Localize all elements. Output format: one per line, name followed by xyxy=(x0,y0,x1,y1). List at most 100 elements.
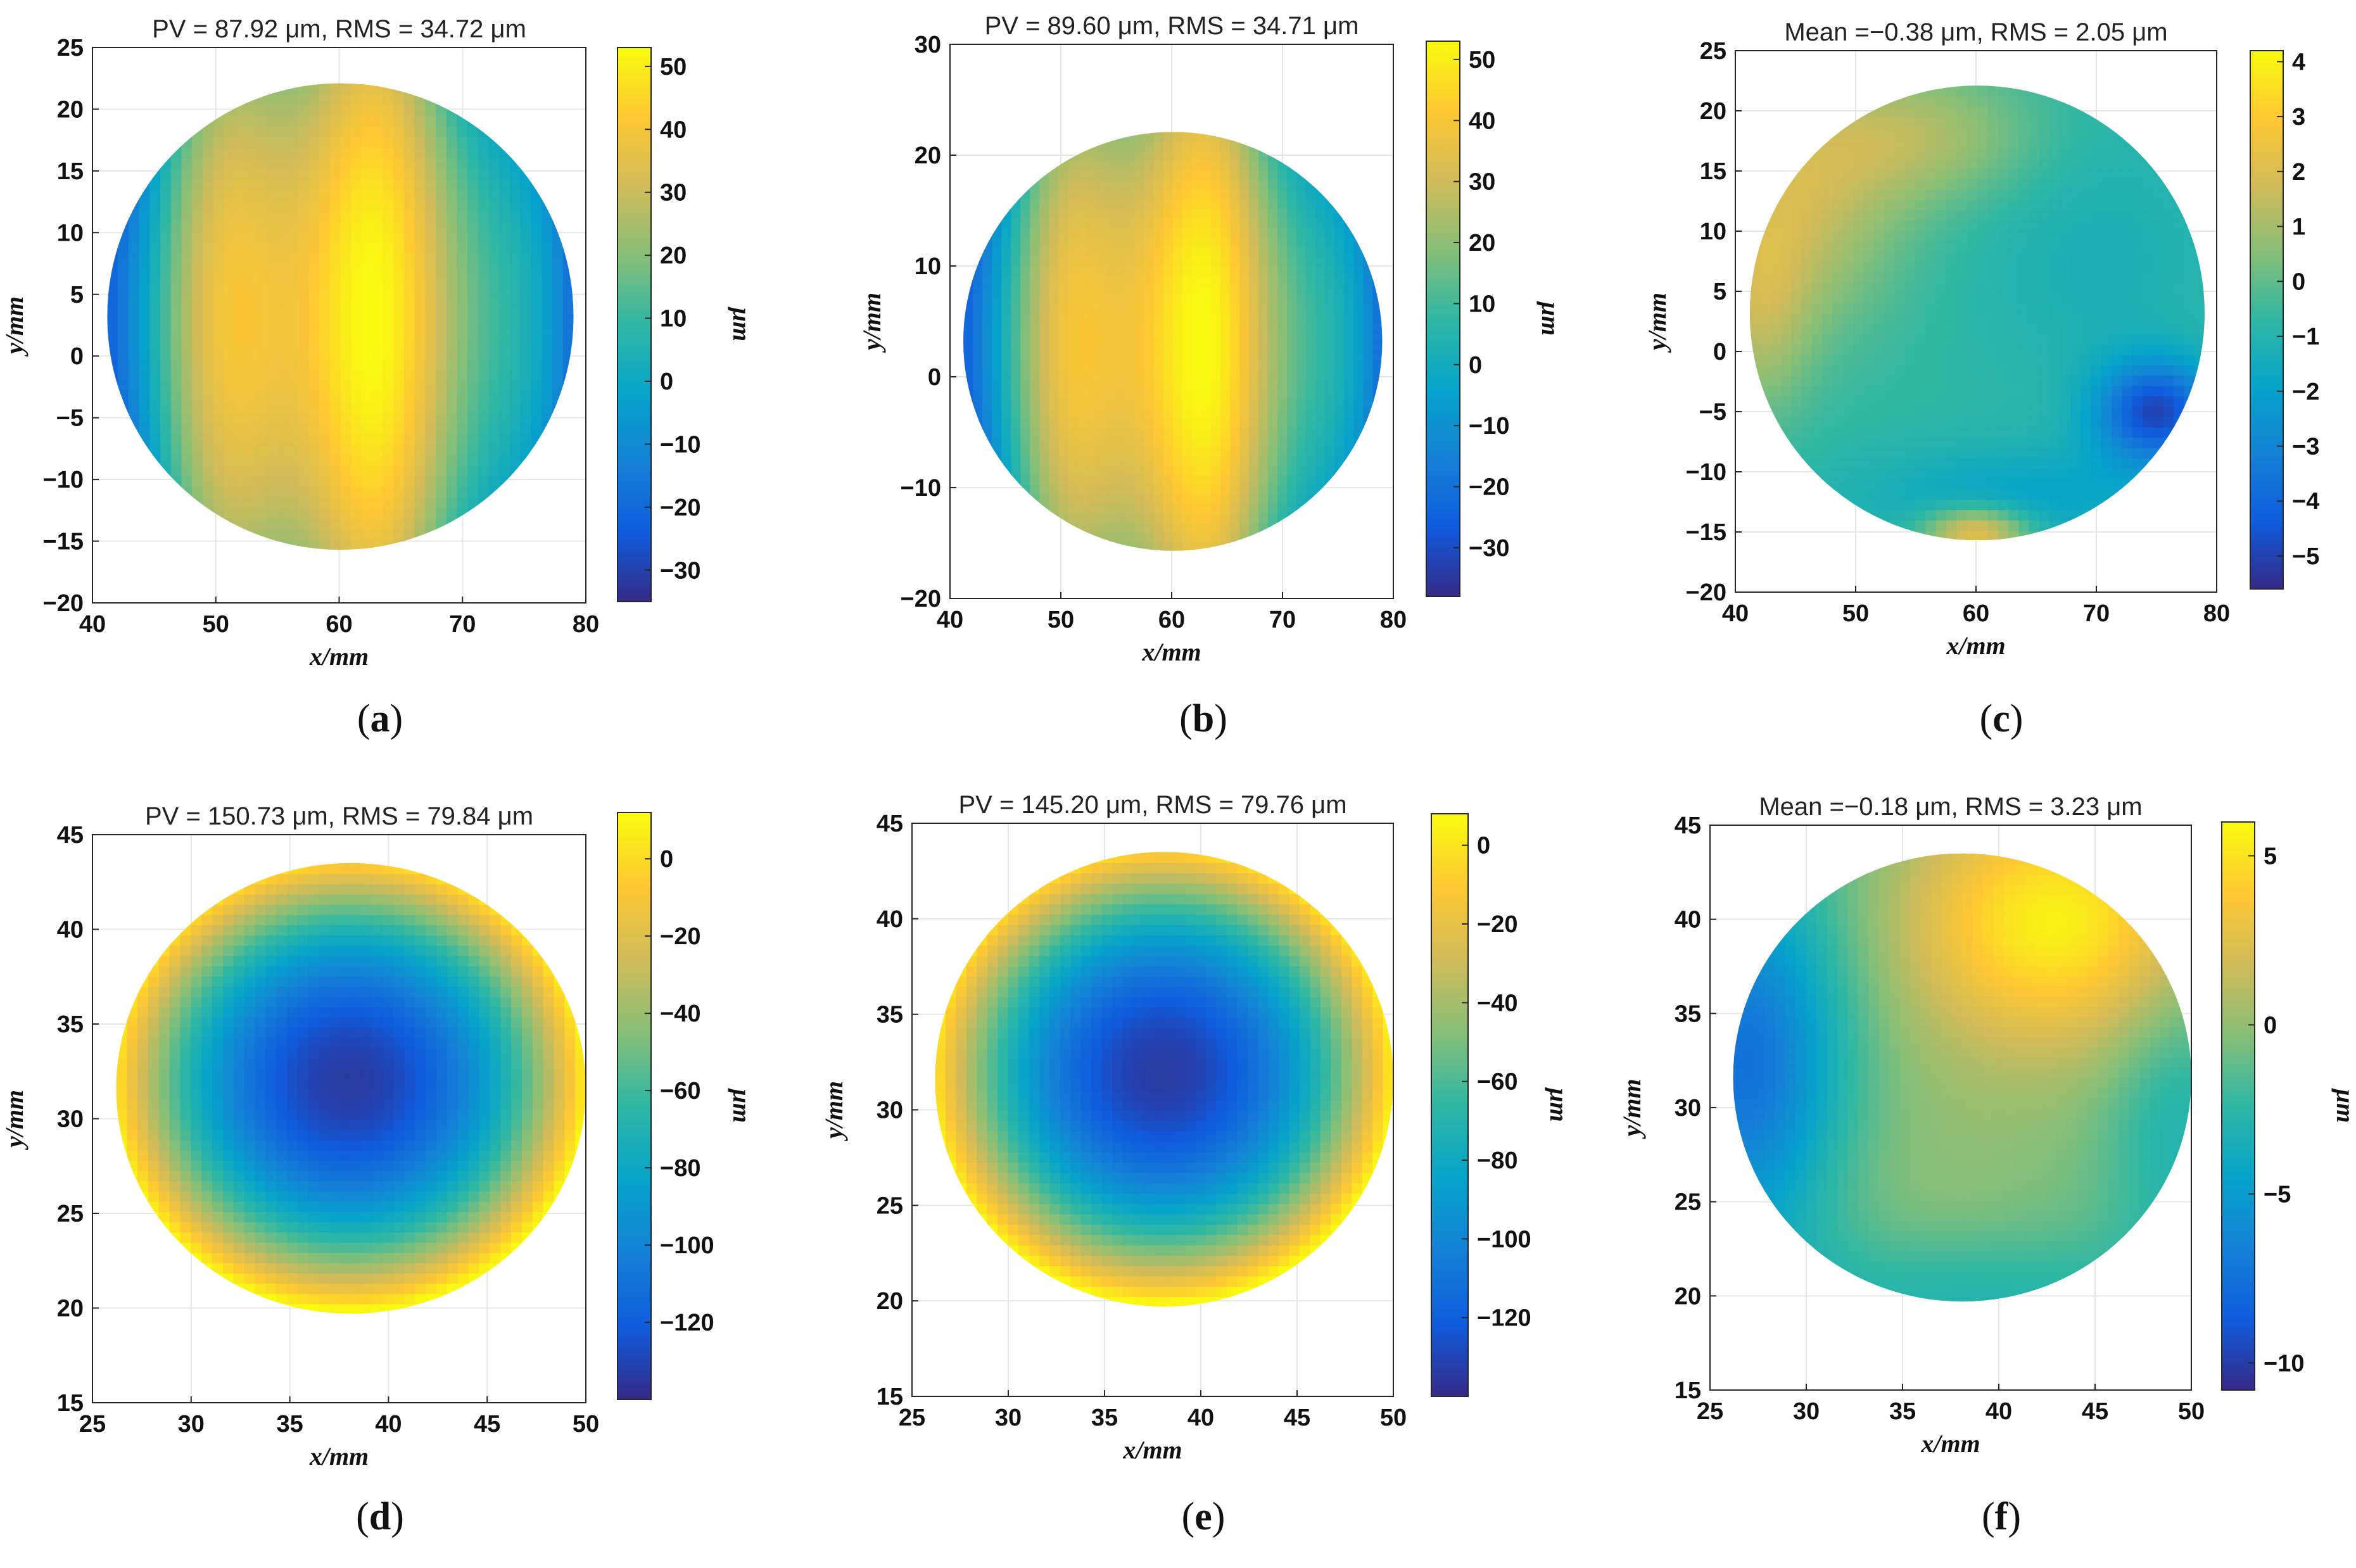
heat-cell xyxy=(1049,493,1060,504)
heat-cell xyxy=(446,327,458,339)
heat-cell xyxy=(488,391,500,402)
heat-cell xyxy=(372,358,384,370)
heat-cell xyxy=(308,83,320,95)
heat-cell xyxy=(1153,503,1164,514)
heat-cell xyxy=(1258,455,1269,466)
heat-cell xyxy=(351,94,363,106)
heat-cell xyxy=(139,253,151,265)
heat-cell xyxy=(234,486,246,498)
heat-cell xyxy=(1277,189,1288,199)
heat-cell xyxy=(298,146,310,158)
heat-cell xyxy=(298,210,310,222)
heat-cell xyxy=(1863,478,1875,490)
heat-cell xyxy=(457,210,469,222)
heat-cell xyxy=(1210,198,1222,209)
heat-cell xyxy=(1268,160,1279,171)
heat-cell xyxy=(1925,240,1937,252)
heat-cell xyxy=(1096,198,1107,209)
heat-cell xyxy=(1144,151,1155,161)
heat-cell xyxy=(467,231,479,243)
heat-cell xyxy=(1163,389,1174,400)
heat-cell xyxy=(118,306,130,318)
panel-caption: (b) xyxy=(1179,697,1227,740)
heat-cell xyxy=(1344,265,1355,275)
heat-cell xyxy=(1853,282,1865,293)
heat-cell xyxy=(372,443,384,455)
heat-cell xyxy=(1182,446,1193,457)
heat-cell xyxy=(1884,488,1896,500)
heat-cell xyxy=(1258,160,1269,171)
heat-cell xyxy=(1201,351,1212,362)
heat-cell xyxy=(213,231,225,243)
heat-cell xyxy=(1884,426,1896,438)
heat-cell xyxy=(181,465,193,477)
heat-cell xyxy=(457,486,469,498)
heat-cell xyxy=(520,189,532,201)
heat-cell xyxy=(1334,227,1345,237)
heat-cell xyxy=(319,348,331,360)
heat-cell xyxy=(1115,398,1126,409)
heat-cell xyxy=(1163,331,1174,343)
heat-cell xyxy=(308,189,320,201)
heat-cell xyxy=(1853,447,1865,458)
heat-cell xyxy=(1115,170,1126,180)
heat-cell xyxy=(1863,406,1875,417)
heat-cell xyxy=(457,179,469,191)
heat-cell xyxy=(403,125,415,137)
heat-cell xyxy=(1077,265,1088,275)
heat-cell xyxy=(1077,484,1088,495)
heat-cell xyxy=(1182,503,1193,514)
heat-cell xyxy=(1191,132,1203,142)
heat-cell xyxy=(192,136,204,148)
heat-cell xyxy=(1325,360,1336,371)
heat-cell xyxy=(403,517,415,529)
heat-cell xyxy=(1115,322,1126,333)
heat-cell xyxy=(213,263,225,275)
heat-cell xyxy=(414,104,426,116)
heat-cell xyxy=(1191,179,1203,190)
heat-cell xyxy=(192,380,204,392)
heat-cell xyxy=(308,253,320,265)
heat-cell xyxy=(1894,220,1906,231)
heat-cell xyxy=(1182,160,1193,171)
heat-cell xyxy=(982,370,993,381)
heat-cell xyxy=(1842,302,1854,314)
heat-cell xyxy=(1315,398,1326,409)
heat-cell xyxy=(478,189,490,201)
heat-cell xyxy=(1220,322,1231,333)
heat-cell xyxy=(372,221,384,233)
heat-cell xyxy=(1134,417,1145,428)
heat-cell xyxy=(1258,284,1269,295)
heat-cell xyxy=(1770,354,1782,366)
heat-cell xyxy=(1229,408,1241,419)
heat-cell xyxy=(1220,331,1231,343)
heat-cell xyxy=(1791,437,1802,448)
heat-cell xyxy=(1904,158,1916,169)
heat-cell xyxy=(1296,236,1307,247)
heat-cell xyxy=(1770,261,1782,273)
heat-cell xyxy=(1153,208,1164,218)
heat-cell xyxy=(1863,292,1875,304)
heat-cell xyxy=(1030,446,1041,457)
heat-cell xyxy=(425,263,437,275)
heat-cell xyxy=(1249,360,1260,371)
heat-cell xyxy=(510,369,522,381)
heat-cell xyxy=(1163,217,1174,228)
heat-cell xyxy=(1277,379,1288,390)
heat-cell xyxy=(1220,370,1231,381)
heat-cell xyxy=(1915,292,1927,304)
heat-cell xyxy=(1296,331,1307,343)
heat-cell xyxy=(1087,389,1098,400)
heat-cell xyxy=(1163,322,1174,333)
heat-cell xyxy=(425,496,437,509)
x-tick-label: 40 xyxy=(79,611,106,638)
heat-cell xyxy=(1268,503,1279,514)
heat-cell xyxy=(149,189,162,201)
heat-cell xyxy=(298,115,310,127)
heat-cell xyxy=(1268,408,1279,419)
heat-cell xyxy=(542,306,554,318)
heat-cell xyxy=(1106,455,1117,466)
heat-cell xyxy=(1001,217,1012,228)
heat-cell xyxy=(393,486,405,498)
heat-cell xyxy=(181,179,193,191)
